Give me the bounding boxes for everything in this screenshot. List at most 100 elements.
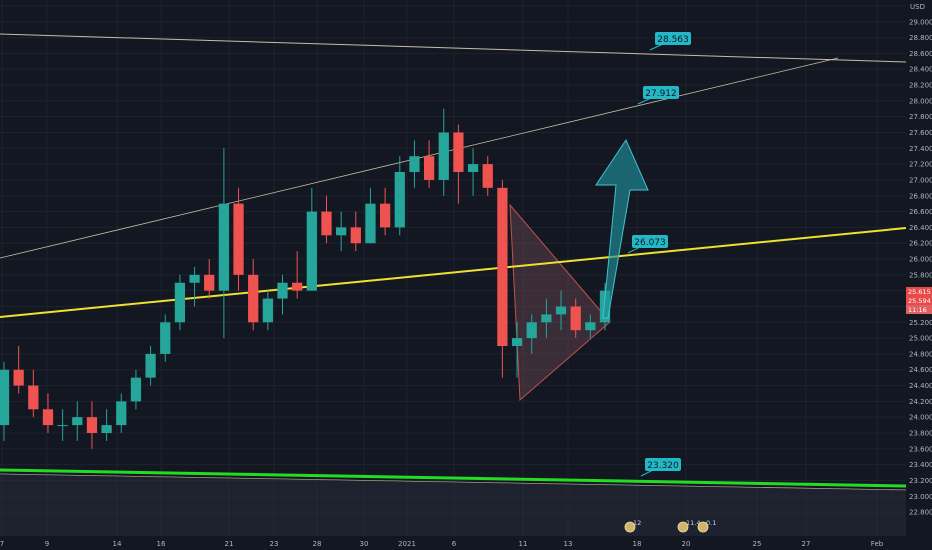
candle xyxy=(482,156,493,196)
price-tick-label: 24.400 xyxy=(909,382,932,390)
candle-body xyxy=(277,282,288,299)
up-arrow[interactable] xyxy=(595,138,649,319)
candle-body xyxy=(72,417,83,426)
price-tick-label: 26.800 xyxy=(909,192,932,200)
time-tick-label: 21 xyxy=(225,540,234,548)
candle-body xyxy=(189,274,200,283)
price-axis-panel xyxy=(906,0,932,550)
candle xyxy=(585,314,596,339)
candle xyxy=(526,314,537,354)
candle-body xyxy=(13,369,24,386)
time-tick-label: 30 xyxy=(360,540,369,548)
candle xyxy=(0,361,10,441)
candle xyxy=(218,148,230,339)
callout-label: 27.912 xyxy=(645,89,677,99)
candle-body xyxy=(365,203,376,244)
time-tick-label: 18 xyxy=(633,540,642,548)
price-tick-label: 25.800 xyxy=(909,271,932,279)
callout-box xyxy=(645,458,681,471)
price-tick-label: 27.200 xyxy=(909,161,932,169)
resistance-trendline-28563[interactable] xyxy=(0,33,907,63)
support-trendline-26073[interactable] xyxy=(0,227,907,318)
candle-body xyxy=(57,425,68,427)
price-badge-text: 25.594 xyxy=(908,297,931,305)
candle-body xyxy=(336,227,347,236)
price-tick-label: 23.000 xyxy=(909,493,932,501)
callout-label: 28.563 xyxy=(657,35,689,45)
projection-arrow[interactable] xyxy=(595,138,649,319)
trendlines[interactable] xyxy=(0,33,907,536)
candle xyxy=(292,251,303,299)
time-tick-label: 2021 xyxy=(398,540,416,548)
candle xyxy=(379,187,391,236)
price-tick-label: 28.600 xyxy=(909,50,932,58)
price-tick-label: 23.200 xyxy=(909,477,932,485)
candle xyxy=(423,140,435,188)
event-marker-icon[interactable] xyxy=(624,521,636,533)
price-tick-label: 28.000 xyxy=(909,97,932,105)
candle xyxy=(145,346,156,386)
callout-box xyxy=(643,86,679,99)
candle-body xyxy=(453,132,464,173)
candle xyxy=(130,369,142,410)
price-tick-label: 24.000 xyxy=(909,414,932,422)
candle-body xyxy=(438,132,449,180)
bottom-trendline-23320[interactable] xyxy=(0,468,907,488)
price-badge-text: 25.615 xyxy=(908,288,931,296)
time-axis[interactable]: 7 9 14 16 21 23 28 30 2021 6 11 13 18 20 25 27 Feb xyxy=(0,536,932,550)
price-badge: 11:16 xyxy=(906,305,932,314)
time-tick-label: 23 xyxy=(270,540,279,548)
candle-body xyxy=(28,385,39,410)
price-callouts: 28.563 27.912 26.073 23.320 xyxy=(627,32,691,477)
candle-body xyxy=(130,377,142,402)
candle xyxy=(248,259,259,331)
event-marker-icon[interactable] xyxy=(697,521,709,533)
event-marker[interactable]: 12 xyxy=(624,519,641,533)
price-tick-label: 27.600 xyxy=(909,129,932,137)
candle xyxy=(365,187,376,244)
time-tick-label: Feb xyxy=(871,540,884,548)
price-tick-label: 27.000 xyxy=(909,176,932,184)
candle-body xyxy=(145,353,156,378)
candle-body xyxy=(511,338,523,347)
candle xyxy=(57,409,68,441)
candlestick-series xyxy=(0,108,611,449)
price-tick-label: 25.200 xyxy=(909,319,932,327)
callout-label: 23.320 xyxy=(647,461,679,471)
time-tick-label: 16 xyxy=(157,540,166,548)
candle-body xyxy=(526,322,537,339)
price-tick-label: 26.200 xyxy=(909,240,932,248)
price-tick-label: 24.600 xyxy=(909,366,932,374)
grid-lines xyxy=(0,0,906,536)
candle xyxy=(262,290,273,331)
candle-body xyxy=(541,314,552,323)
candle-body xyxy=(42,409,54,426)
event-marker-icon[interactable] xyxy=(677,521,689,533)
price-axis[interactable]: USD 29.000 28.800 28.600 28.400 28.200 28.000 2… xyxy=(906,0,932,550)
price-tick-label: 22.800 xyxy=(909,509,932,517)
price-callout: 23.320 xyxy=(640,458,681,477)
time-tick-label: 7 xyxy=(0,540,4,548)
price-badge-bg xyxy=(906,305,932,314)
candle-body xyxy=(379,203,391,228)
candle xyxy=(321,195,332,244)
time-tick-label: 14 xyxy=(113,540,122,548)
volume-markers[interactable]: 12 11.4 0.1 xyxy=(624,519,716,533)
price-tick-label: 26.400 xyxy=(909,224,932,232)
candle-body xyxy=(306,211,317,291)
event-marker[interactable]: 11.4 xyxy=(677,519,700,533)
candle xyxy=(438,108,449,196)
price-tick-label: 24.800 xyxy=(909,350,932,358)
candle xyxy=(541,298,552,339)
candle xyxy=(570,298,581,339)
callout-label: 26.073 xyxy=(634,238,666,248)
candle xyxy=(116,393,127,434)
candle-body xyxy=(218,203,230,291)
event-marker[interactable]: 0.1 xyxy=(697,519,716,533)
candle xyxy=(277,274,288,315)
price-tick-label: 23.600 xyxy=(909,445,932,453)
candle-body xyxy=(160,322,171,354)
